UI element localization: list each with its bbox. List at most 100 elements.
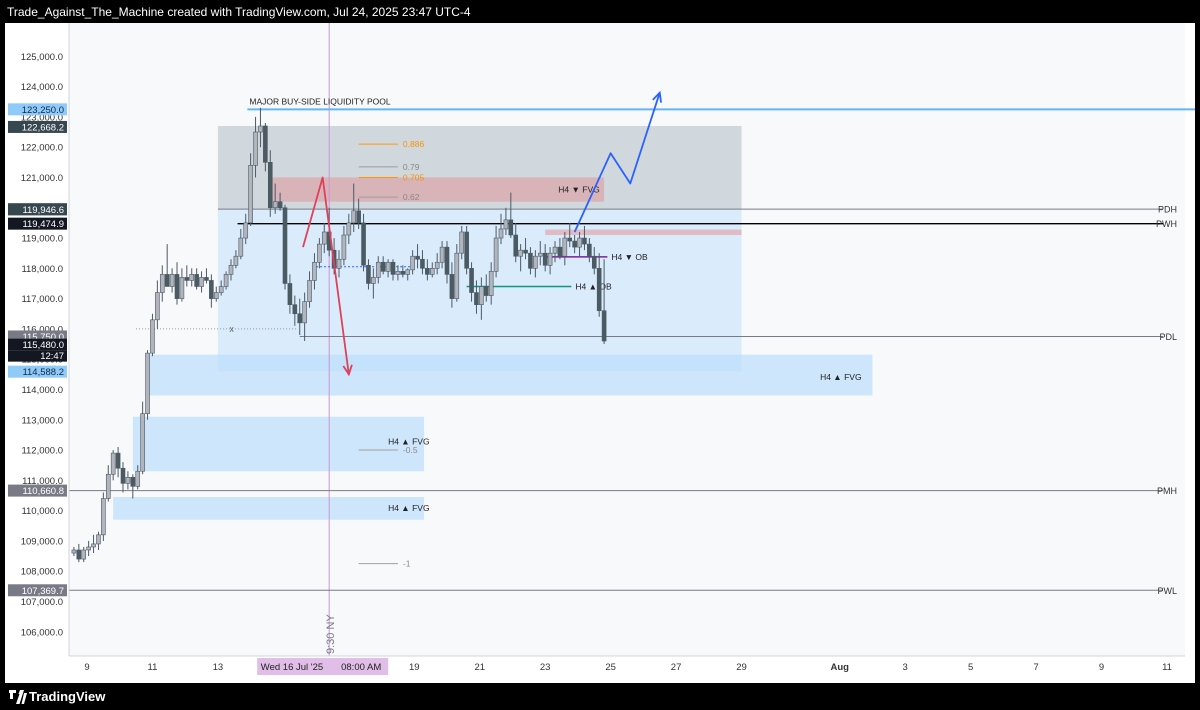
candle-body xyxy=(513,234,519,257)
candle-body xyxy=(488,271,494,296)
y-tick-label: 112,000.0 xyxy=(21,446,63,457)
candle-body xyxy=(233,255,239,266)
candle-body xyxy=(371,277,376,284)
zone-fvg_bull xyxy=(145,354,873,396)
candle-body xyxy=(518,249,523,257)
tradingview-logo-icon[interactable] xyxy=(9,690,27,704)
countdown-text: 12:47 xyxy=(40,351,64,362)
y-tick-label: 111,000.0 xyxy=(22,476,63,487)
fib-level-label: 0.705 xyxy=(403,172,425,182)
cursor-time-text: 08:00 AM xyxy=(341,662,381,673)
candle-body xyxy=(547,252,553,266)
candle-body xyxy=(189,274,195,281)
y-tick-label: 118,000.0 xyxy=(21,264,63,275)
candle-body xyxy=(130,477,136,487)
y-tick-label: 123,000.0 xyxy=(21,112,63,123)
candle-body xyxy=(572,240,577,248)
fib-level-label: 0.62 xyxy=(403,192,420,202)
x-tick-label: 23 xyxy=(540,662,551,673)
candle-body xyxy=(317,243,322,263)
candle-body xyxy=(96,534,101,545)
candlestick-chart[interactable]: PDH PWH PDL PMH PWL MAJOR BUY-SIDE LIQUIDITY … xyxy=(5,23,1195,683)
candle-body xyxy=(164,274,170,287)
candle-body xyxy=(101,498,106,536)
candle-body xyxy=(474,292,479,305)
candle-body xyxy=(390,261,396,275)
x-tick-label: 9 xyxy=(1099,662,1104,673)
price-label-badge xyxy=(8,120,67,133)
y-tick-label: 119,000.0 xyxy=(21,234,63,245)
price-label-text: 123,250.0 xyxy=(22,105,64,116)
level-label-pmh: PMH xyxy=(1157,486,1177,496)
candle-body xyxy=(277,201,283,209)
candle-body xyxy=(218,286,224,293)
zone-label: H4 ▲ FVG xyxy=(388,437,429,447)
y-tick-label: 109,000.0 xyxy=(21,536,63,547)
candle-body xyxy=(346,222,352,236)
candle-body xyxy=(449,274,455,299)
candle-body xyxy=(263,125,268,163)
candle-body xyxy=(479,286,484,305)
x-tick-label: 11 xyxy=(148,662,158,673)
candle-body xyxy=(145,352,150,415)
candle-body xyxy=(125,477,131,484)
price-label-text: 110,660.8 xyxy=(22,486,64,497)
y-tick-label: 110,000.0 xyxy=(21,506,63,517)
candle-body xyxy=(483,286,489,296)
footer-bar: TradingView xyxy=(0,684,1200,710)
candle-body xyxy=(258,125,263,133)
candle-body xyxy=(120,467,126,484)
candle-body xyxy=(213,292,219,299)
price-label-text: 107,369.7 xyxy=(22,586,64,597)
fib-level-label: -0.5 xyxy=(403,445,418,455)
x-tick-label: 19 xyxy=(409,662,420,673)
price-label-text: 115,480.0 xyxy=(22,340,64,351)
level-label-pwl: PWL xyxy=(1157,586,1177,596)
candle-body xyxy=(395,271,401,275)
zone-premium xyxy=(217,125,742,210)
candle-body xyxy=(454,252,460,299)
candle-body xyxy=(464,231,469,269)
candle-body xyxy=(321,231,327,245)
y-tick-label: 108,000.0 xyxy=(21,567,63,578)
candle-body xyxy=(76,549,82,560)
candle-body xyxy=(425,268,430,275)
bullish-arrow-head xyxy=(652,90,662,103)
candle-body xyxy=(552,246,558,254)
candle-body xyxy=(562,237,568,257)
candle-body xyxy=(223,274,229,287)
fib-level-label: -1 xyxy=(403,559,411,569)
candle-body xyxy=(86,546,91,551)
annotation-text: x xyxy=(229,324,234,334)
price-label-badge xyxy=(8,103,67,116)
candle-body xyxy=(71,549,77,554)
zone-label: H4 ▲ FVG xyxy=(820,372,861,382)
x-tick-label: 29 xyxy=(736,662,747,673)
candle-body xyxy=(282,207,288,284)
candle-body xyxy=(199,277,204,287)
candle-body xyxy=(272,201,278,209)
candle-body xyxy=(508,219,514,236)
candle-body xyxy=(587,243,592,257)
candle-body xyxy=(537,252,543,257)
zone-label: H4 ▼ FVG xyxy=(558,185,599,195)
x-tick-label: 27 xyxy=(671,662,682,673)
zone-fvg_bull xyxy=(113,496,425,520)
candle-body xyxy=(135,470,141,487)
bearish-projection-arrow xyxy=(302,176,350,375)
order-block-label: H4 ▲ OB xyxy=(575,281,612,291)
candle-body xyxy=(81,549,87,560)
candle-body xyxy=(105,473,111,499)
candle-body xyxy=(307,280,312,302)
candle-body xyxy=(434,261,440,269)
candle-body xyxy=(493,237,499,272)
zone-fvg_bear xyxy=(270,177,605,202)
price-label-badge xyxy=(8,203,67,216)
candle-body xyxy=(567,237,573,242)
x-tick-label: 13 xyxy=(213,662,224,673)
candle-body xyxy=(253,131,258,166)
tradingview-brand[interactable]: TradingView xyxy=(29,689,106,704)
fib-level-label: 0.886 xyxy=(403,139,425,149)
candle-body xyxy=(302,301,307,324)
candle-body xyxy=(375,261,381,278)
